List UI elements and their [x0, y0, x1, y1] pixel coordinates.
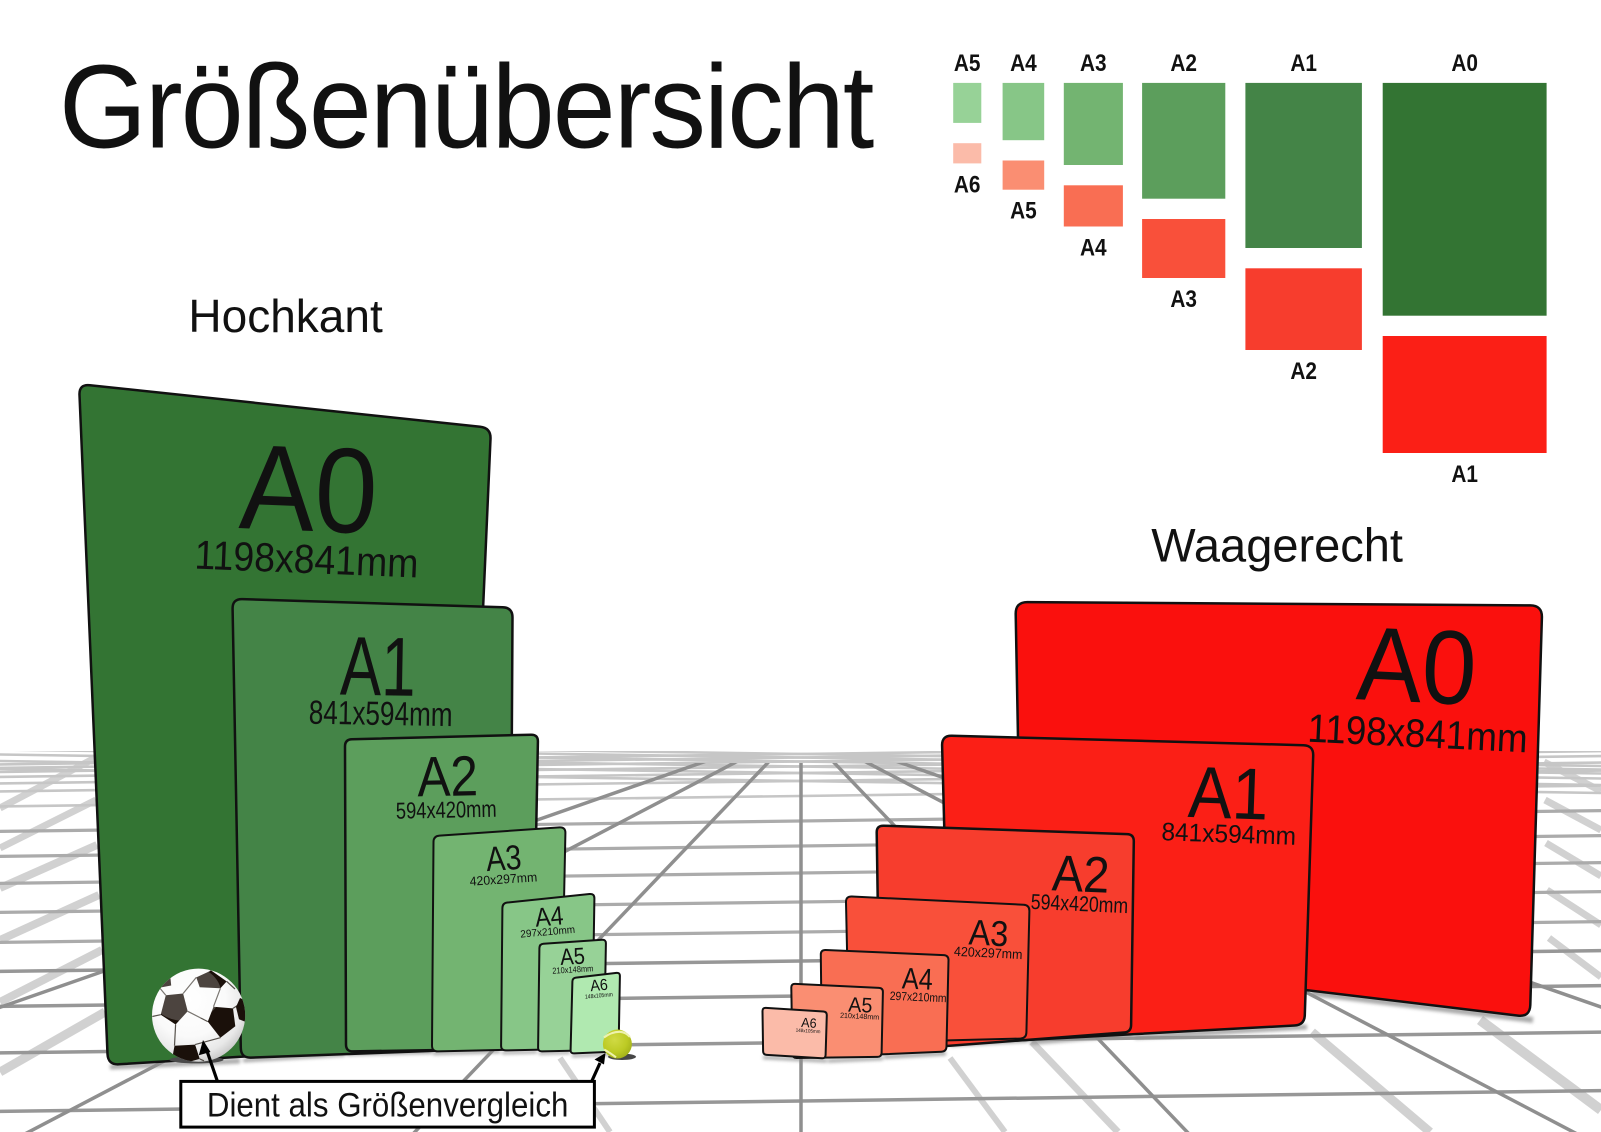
svg-text:A2: A2 — [417, 745, 479, 809]
svg-text:A5: A5 — [954, 48, 981, 76]
svg-text:1198x841mm: 1198x841mm — [194, 533, 420, 587]
svg-text:A3: A3 — [485, 837, 523, 878]
svg-text:420x297mm: 420x297mm — [954, 943, 1023, 962]
svg-text:A3: A3 — [1080, 48, 1107, 76]
svg-text:Waagerecht: Waagerecht — [1151, 518, 1403, 571]
svg-text:1198x841mm: 1198x841mm — [1307, 706, 1529, 761]
svg-text:A0: A0 — [1354, 605, 1479, 728]
svg-text:A6: A6 — [590, 976, 609, 995]
svg-text:A1: A1 — [1451, 459, 1478, 487]
svg-text:A4: A4 — [1010, 48, 1037, 76]
svg-text:A5: A5 — [559, 942, 585, 970]
svg-text:A1: A1 — [339, 620, 416, 715]
svg-text:A4: A4 — [1080, 233, 1107, 261]
svg-text:A1: A1 — [1290, 48, 1317, 76]
svg-text:Dient als Größenvergleich: Dient als Größenvergleich — [207, 1085, 568, 1124]
svg-text:297x210mm: 297x210mm — [520, 925, 576, 941]
svg-text:A2: A2 — [1051, 846, 1111, 905]
svg-text:841x594mm: 841x594mm — [1161, 818, 1297, 851]
svg-text:210x148mm: 210x148mm — [840, 1011, 880, 1022]
svg-text:594x420mm: 594x420mm — [1030, 890, 1128, 918]
svg-text:A5: A5 — [1010, 196, 1037, 224]
svg-text:A3: A3 — [968, 913, 1010, 955]
svg-text:420x297mm: 420x297mm — [469, 870, 537, 889]
svg-text:841x594mm: 841x594mm — [309, 695, 453, 734]
svg-text:210x148mm: 210x148mm — [552, 964, 594, 976]
svg-text:A6: A6 — [954, 170, 981, 198]
svg-text:148x105mm: 148x105mm — [796, 1028, 821, 1036]
svg-text:A6: A6 — [801, 1015, 817, 1031]
svg-text:A0: A0 — [1451, 48, 1478, 76]
svg-text:A2: A2 — [1290, 356, 1317, 384]
svg-text:A3: A3 — [1170, 284, 1197, 312]
svg-text:A0: A0 — [237, 418, 380, 559]
svg-text:594x420mm: 594x420mm — [396, 797, 497, 825]
svg-text:A2: A2 — [1170, 48, 1197, 76]
svg-text:A4: A4 — [901, 961, 933, 996]
svg-text:Hochkant: Hochkant — [188, 290, 383, 342]
svg-text:A5: A5 — [848, 994, 873, 1018]
svg-text:A1: A1 — [1187, 751, 1270, 836]
svg-text:Größenübersicht: Größenübersicht — [59, 40, 874, 173]
svg-text:A4: A4 — [534, 901, 565, 933]
svg-text:148x105mm: 148x105mm — [585, 992, 614, 1001]
svg-text:297x210mm: 297x210mm — [889, 990, 946, 1005]
